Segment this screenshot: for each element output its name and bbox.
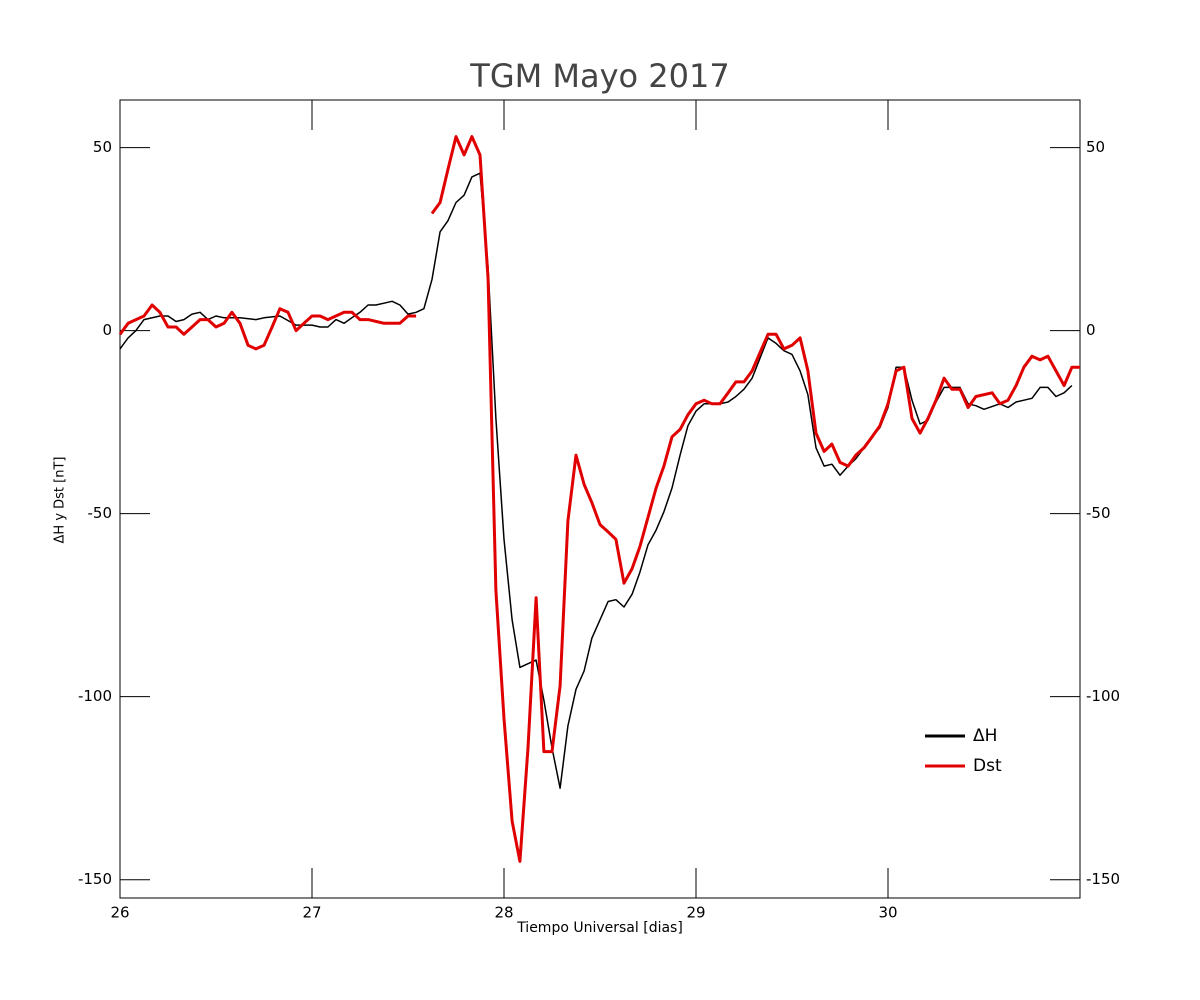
y-tick-label-right: -150 (1086, 870, 1120, 888)
x-axis-label: Tiempo Universal [dias] (516, 920, 683, 936)
x-tick-label: 29 (686, 904, 705, 922)
x-tick-label: 28 (494, 904, 513, 922)
plot-frame (119, 99, 1081, 899)
x-tick-label: 27 (302, 904, 321, 922)
legend-label: ΔH (973, 726, 997, 746)
y-tick-label: -100 (78, 687, 112, 705)
y-tick-label: 50 (93, 138, 112, 156)
chart-title: TGM Mayo 2017 (469, 57, 729, 95)
x-tick-label: 26 (110, 904, 129, 922)
y-tick-label: 0 (102, 321, 112, 339)
y-tick-label-right: 0 (1086, 321, 1096, 339)
y-tick-label-right: 50 (1086, 138, 1105, 156)
x-tick-label: 30 (878, 904, 897, 922)
y-tick-label: -50 (88, 504, 113, 522)
series-line (119, 172, 1073, 789)
y-tick-label: -150 (78, 870, 112, 888)
y-tick-label-right: -100 (1086, 687, 1120, 705)
legend-label: Dst (973, 756, 1002, 776)
series-line (118, 135, 1080, 863)
y-axis-label: ΔH y Dst [nT] (53, 457, 68, 544)
y-tick-label-right: -50 (1086, 504, 1111, 522)
